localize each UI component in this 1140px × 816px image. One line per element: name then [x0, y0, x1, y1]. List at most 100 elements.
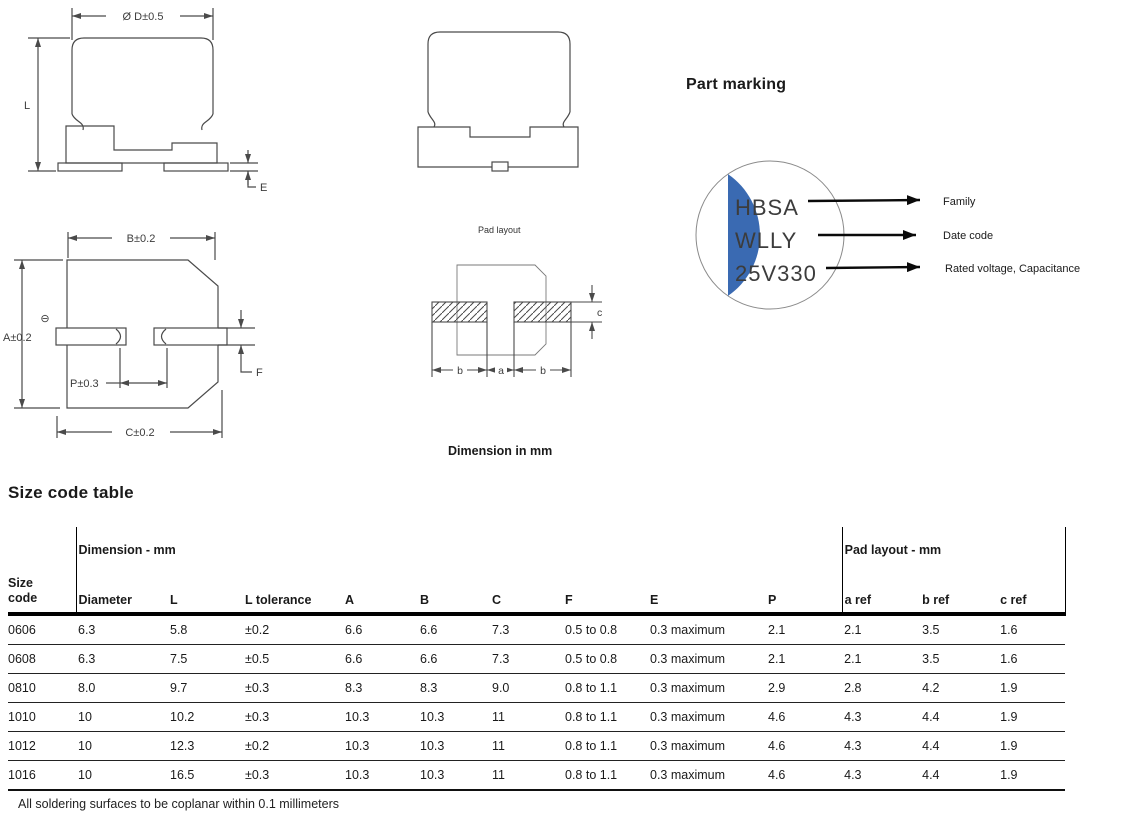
table-cell: 10	[76, 760, 168, 791]
col-header-l: L	[168, 573, 243, 616]
table-cell: 12.3	[168, 731, 243, 761]
table-cell: 9.0	[490, 673, 563, 703]
table-cell: 10.3	[343, 731, 418, 761]
col-header-l-tolerance: L tolerance	[243, 573, 343, 616]
table-cell: 0.8 to 1.1	[563, 731, 648, 761]
table-cell: 0.8 to 1.1	[563, 702, 648, 732]
table-row: 0608 6.3 7.5 ±0.5 6.6 6.6 7.3 0.5 to 0.8 0.3 max…	[8, 644, 1066, 674]
col-header-f: F	[563, 573, 648, 616]
dim-label-bg	[106, 9, 180, 23]
table-group-header-row: Size code Dimension - mm Pad layout - mm	[8, 527, 1066, 616]
table-cell: 8.3	[418, 673, 490, 703]
dim-label-bg	[112, 425, 170, 439]
arrow-rating	[825, 262, 921, 273]
table-cell: 8.3	[343, 673, 418, 703]
table-cell: 1.6	[998, 644, 1066, 674]
table-cell: 10	[76, 702, 168, 732]
dim-label-a: A±0.2	[3, 332, 32, 344]
table-row: 1016 10 16.5 ±0.3 10.3 10.3 11 0.8 to 1.1 0.3 ma…	[8, 760, 1066, 791]
table-cell: 1.9	[998, 702, 1066, 732]
table-cell: 1.9	[998, 673, 1066, 703]
group-header-dimension: Dimension - mm	[75, 527, 843, 573]
drawing-pad-layout: Pad layout	[431, 225, 602, 377]
dim-label-p: P±0.3	[70, 378, 99, 390]
table-row: 1010 10 10.2 ±0.3 10.3 10.3 11 0.8 to 1.1 0.3 ma…	[8, 702, 1066, 732]
col-header-c-ref: c ref	[998, 573, 1066, 616]
polarity-minus-icon: ⊖	[40, 313, 49, 325]
drawing-capacitor-side-view: Ø D±0.5 L E	[24, 8, 267, 194]
table-cell: 11	[490, 702, 563, 732]
table-cell: ±0.2	[243, 614, 343, 645]
table-cell: 0606	[8, 614, 76, 645]
side-view-geometry	[28, 8, 258, 188]
dim-label-bg	[453, 363, 467, 376]
table-cell: 1.9	[998, 731, 1066, 761]
table-cell: 6.3	[76, 614, 168, 645]
table-cell: 4.3	[842, 760, 921, 791]
col-header-diameter: Diameter	[75, 573, 168, 616]
table-cell: 4.4	[920, 702, 999, 732]
table-cell: 0.3 maximum	[648, 731, 766, 761]
callout-rating: Rated voltage, Capacitance	[945, 263, 1080, 275]
table-cell: 0.3 maximum	[648, 673, 766, 703]
table-cell: 8.0	[76, 673, 168, 703]
table-cell: 6.6	[418, 614, 490, 645]
marking-line-datecode: WLLY	[735, 228, 797, 253]
callout-family: Family	[943, 196, 976, 208]
dim-label-bg	[112, 231, 170, 245]
table-cell: 0.8 to 1.1	[563, 760, 648, 791]
dim-label-c: C±0.2	[125, 427, 154, 439]
col-header-b-ref: b ref	[920, 573, 999, 616]
table-cell: 3.5	[920, 614, 999, 645]
table-cell: 0.5 to 0.8	[563, 614, 648, 645]
size-code-table-heading: Size code table	[8, 483, 134, 502]
dim-label-bg	[495, 363, 507, 376]
table-cell: 0.3 maximum	[648, 702, 766, 732]
table-cell: 2.1	[766, 614, 843, 645]
polarity-stripe	[728, 174, 760, 296]
table-cell: 4.2	[920, 673, 999, 703]
dim-label-length: L	[24, 100, 30, 112]
table-cell: 10.3	[343, 760, 418, 791]
table-cell: 4.6	[766, 760, 843, 791]
table-cell: 1.9	[998, 760, 1066, 791]
table-column-header-row: Diameter L L tolerance A B C F E P a ref…	[8, 573, 1066, 616]
table-cell: 0.8 to 1.1	[563, 673, 648, 703]
table-cell: 11	[490, 760, 563, 791]
table-cell: 10.3	[418, 760, 490, 791]
table-cell: 10.3	[418, 731, 490, 761]
table-cell: ±0.3	[243, 702, 343, 732]
dim-label-b: B±0.2	[127, 233, 156, 245]
table-cell: 10.3	[418, 702, 490, 732]
table-cell: 16.5	[168, 760, 243, 791]
dim-label-b-right: b	[540, 365, 546, 377]
table-cell: 4.4	[920, 760, 999, 791]
table-cell: ±0.5	[243, 644, 343, 674]
table-cell: 4.4	[920, 731, 999, 761]
units-caption: Dimension in mm	[448, 444, 553, 458]
table-cell: 4.6	[766, 731, 843, 761]
pad-layout-caption: Pad layout	[478, 225, 521, 235]
drawing-capacitor-front-view	[417, 31, 579, 172]
size-code-table: Size code Dimension - mm Pad layout - mm…	[8, 527, 1066, 791]
table-cell: 0.5 to 0.8	[563, 644, 648, 674]
table-cell: ±0.2	[243, 731, 343, 761]
table-cell: 7.5	[168, 644, 243, 674]
marking-line-rating: 25V330	[735, 261, 817, 286]
table-cell: 1012	[8, 731, 76, 761]
dim-label-e: E	[260, 182, 267, 194]
table-cell: ±0.3	[243, 760, 343, 791]
table-cell: 11	[490, 731, 563, 761]
group-header-pad-layout: Pad layout - mm	[841, 527, 1066, 573]
col-header-c: C	[490, 573, 563, 616]
dim-label-c: c	[597, 307, 602, 319]
table-cell: 0608	[8, 644, 76, 674]
table-cell: 1016	[8, 760, 76, 791]
table-cell: ±0.3	[243, 673, 343, 703]
table-cell: 2.8	[842, 673, 921, 703]
table-cell: 4.3	[842, 702, 921, 732]
table-cell: 6.6	[418, 644, 490, 674]
table-cell: 5.8	[168, 614, 243, 645]
table-cell: 2.1	[766, 644, 843, 674]
